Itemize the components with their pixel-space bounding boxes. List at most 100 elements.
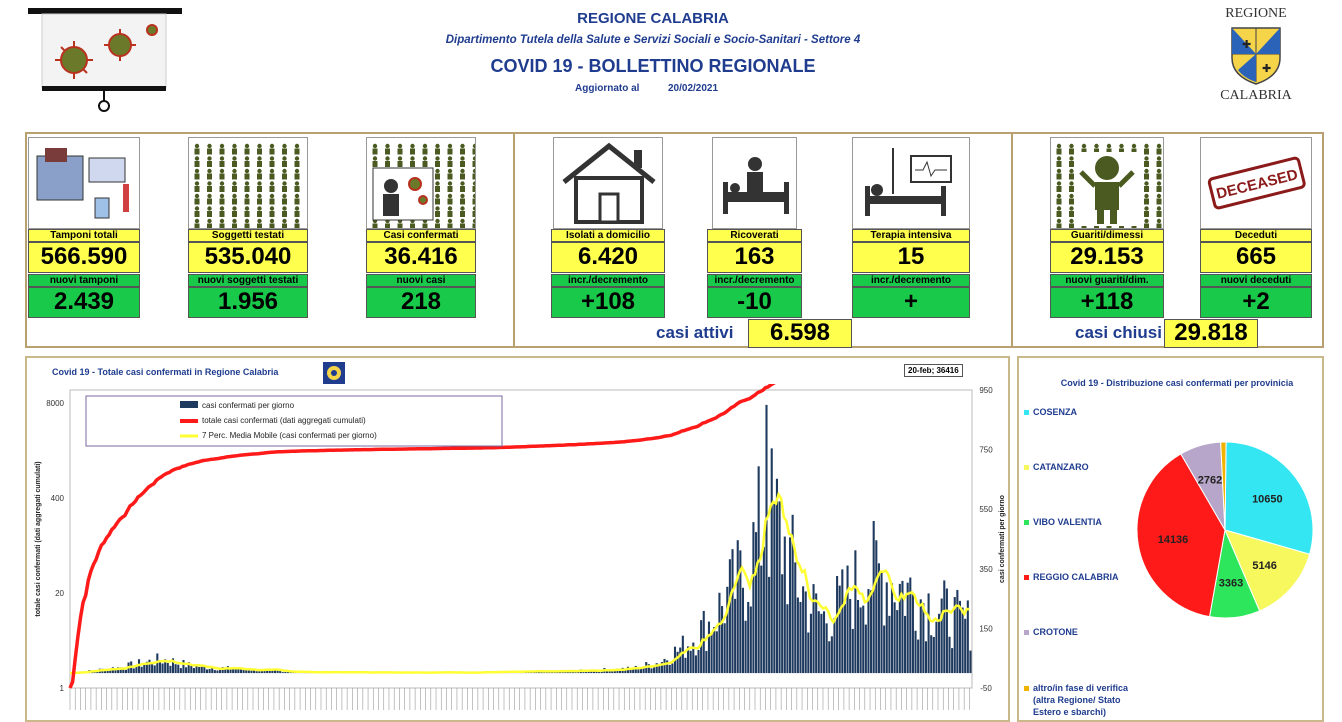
chart-legend: casi confermati per giorno totale casi co…: [85, 395, 503, 447]
daily-bar: [219, 668, 222, 674]
daily-bar: [608, 671, 611, 674]
daily-bar: [924, 641, 928, 674]
daily-bar: [734, 598, 737, 674]
legend-entry: 7 Perc. Media Mobile (casi confermati pe…: [202, 431, 377, 440]
daily-bar: [762, 546, 765, 674]
daily-bar: [870, 590, 873, 674]
tile-label: Casi confermati: [366, 229, 476, 242]
daily-bar: [838, 585, 841, 674]
daily-bar: [681, 635, 684, 674]
daily-bar: [794, 562, 797, 674]
daily-bar: [103, 671, 107, 674]
daily-bar: [242, 669, 245, 674]
daily-bar: [867, 589, 870, 674]
daily-bar: [901, 580, 904, 674]
updated-label: Aggiornato al: [575, 83, 640, 94]
daily-bar: [854, 550, 857, 674]
legend-label: REGGIO CALABRIA: [1033, 572, 1119, 582]
daily-bar: [253, 668, 256, 674]
daily-bar: [247, 670, 250, 674]
closed-cases-label: casi chiusi: [1075, 323, 1162, 342]
daily-bar: [179, 668, 182, 674]
daily-bar: [255, 671, 258, 674]
x-axis-ticks: [69, 688, 970, 710]
legend-swatch: [1024, 630, 1029, 636]
daily-bar: [639, 667, 643, 674]
daily-bar: [807, 632, 810, 674]
daily-bar: [744, 620, 747, 674]
left-tick-label: 20: [55, 589, 64, 598]
daily-bar: [239, 667, 243, 674]
daily-bar: [815, 593, 818, 674]
daily-bar: [666, 660, 669, 674]
daily-bar: [911, 594, 914, 674]
daily-bar: [676, 651, 679, 674]
daily-bar: [161, 663, 164, 674]
legend-label: COSENZA: [1033, 407, 1078, 417]
tile-value: 163: [707, 242, 802, 273]
province-legend-item: REGGIO CALABRIA: [1024, 571, 1119, 583]
daily-bar: [692, 642, 695, 674]
daily-bar: [148, 659, 151, 674]
tile-value: 29.153: [1050, 242, 1164, 273]
tile-sub-value: -10: [707, 287, 802, 318]
moving-average-line: [69, 491, 970, 675]
chart-logo-icon: [323, 362, 345, 384]
legend-entry: casi confermati per giorno: [202, 401, 295, 410]
daily-bar: [830, 636, 833, 674]
legend-label: CROTONE: [1033, 627, 1078, 637]
daily-bar: [945, 588, 948, 674]
bulletin-title: COVID 19 - BOLLETTINO REGIONALE: [490, 56, 816, 76]
daily-bar: [927, 593, 930, 674]
daily-bar: [224, 667, 227, 674]
daily-bar: [153, 665, 156, 674]
tile-sub-label: nuovi deceduti: [1200, 274, 1312, 287]
daily-bar: [940, 598, 943, 674]
region-logo: REGIONE ✚ ✚ CALABRIA: [1200, 6, 1312, 114]
tile-sub-value: +: [852, 287, 970, 318]
svg-text:✚: ✚: [1262, 63, 1271, 75]
daily-bar: [705, 650, 708, 674]
daily-bar: [731, 549, 734, 674]
department-subtitle: Dipartimento Tutela della Salute e Servi…: [445, 34, 861, 46]
daily-bar: [613, 670, 616, 674]
daily-bar: [736, 540, 739, 674]
daily-bar: [671, 663, 674, 674]
daily-bar: [791, 514, 794, 674]
daily-bar: [647, 664, 650, 674]
legend-swatch-bars: [180, 401, 198, 408]
daily-bar: [271, 669, 274, 674]
pie-slice: [1224, 529, 1311, 612]
daily-bar: [966, 600, 969, 674]
daily-bar: [663, 658, 666, 674]
daily-bar: [710, 634, 713, 674]
daily-bar: [702, 610, 705, 674]
pie-slice: [1136, 453, 1226, 618]
daily-bar: [822, 611, 826, 674]
tile-value: 566.590: [28, 242, 140, 273]
legend-swatch: [1024, 520, 1029, 526]
tile-value: 665: [1200, 242, 1312, 273]
daily-bar: [169, 665, 172, 674]
daily-bar: [802, 586, 805, 674]
daily-bar: [812, 584, 815, 674]
daily-bar: [754, 532, 758, 674]
closed-cases-value: 29.818: [1164, 319, 1258, 348]
daily-bar: [213, 670, 216, 674]
daily-bar: [906, 582, 909, 674]
legend-label: Estero e sbarchi): [1033, 707, 1107, 717]
daily-bar: [266, 668, 269, 674]
daily-bar: [143, 663, 146, 674]
tile-sub-value: 2.439: [28, 287, 140, 318]
daily-bar: [655, 663, 658, 674]
daily-bar: [611, 669, 614, 674]
daily-bar: [875, 540, 878, 674]
daily-bar: [174, 664, 177, 674]
daily-bar: [904, 615, 907, 674]
daily-bar: [237, 669, 240, 674]
daily-bar: [930, 635, 933, 674]
daily-bar: [752, 522, 755, 674]
daily-bar: [799, 601, 802, 674]
daily-bar: [922, 603, 925, 674]
daily-bar: [820, 613, 823, 674]
